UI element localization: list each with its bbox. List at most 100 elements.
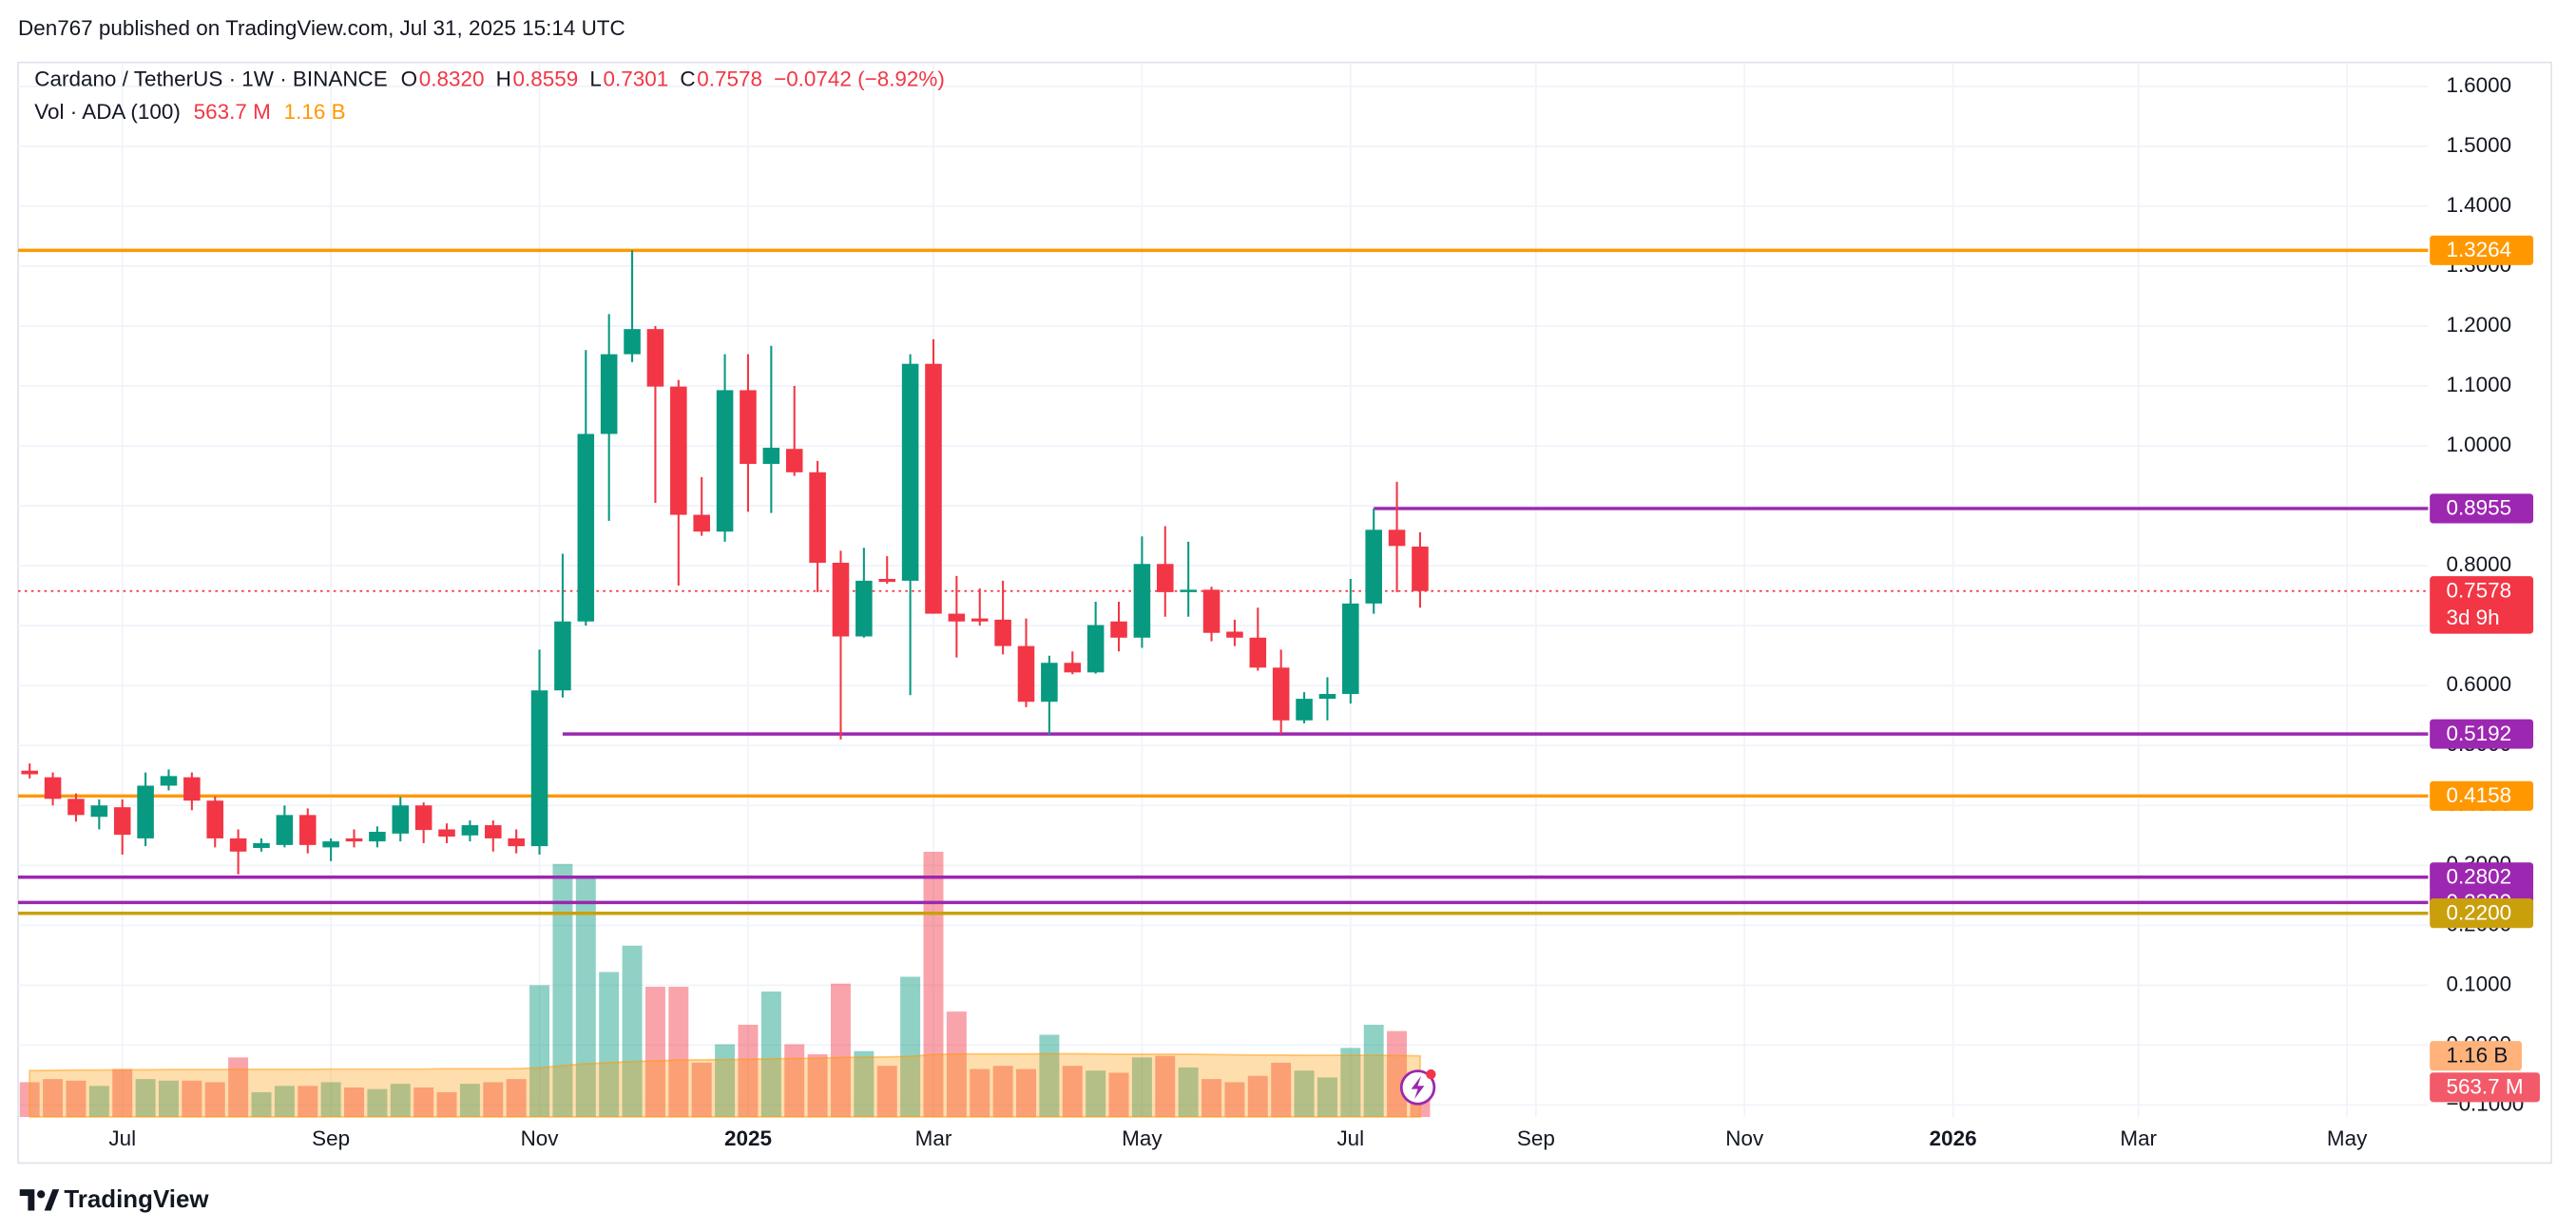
volume-bar (251, 1091, 272, 1118)
x-tick-label: May (1122, 1126, 1163, 1150)
candle-body (554, 621, 571, 691)
candle-body (485, 825, 502, 838)
y-tick-label: 1.0000 (2446, 433, 2511, 456)
volume-bar (298, 1086, 318, 1118)
volume-bar (830, 983, 851, 1118)
volume-bar (599, 972, 620, 1118)
volume-bar (691, 1062, 712, 1118)
candle-body (1180, 589, 1197, 592)
legend-item: C (680, 67, 695, 91)
volume-bar (622, 945, 643, 1118)
candle-body (1202, 589, 1221, 633)
candle-body (229, 837, 247, 852)
x-tick-label: Mar (915, 1126, 952, 1150)
legend-item: 0.8559 (513, 67, 579, 91)
volume-bar (760, 991, 781, 1118)
candle-body (762, 447, 780, 464)
volume-bar (1247, 1075, 1268, 1118)
last-price-badge (2430, 576, 2534, 634)
volume-bar (1016, 1068, 1036, 1118)
volume-bar (854, 1050, 875, 1118)
candle-body (1086, 625, 1105, 673)
candle-body (646, 329, 664, 387)
candle-body (1133, 564, 1151, 638)
legend-item: L (589, 67, 602, 91)
x-tick-label: Jul (1336, 1126, 1364, 1150)
candle-body (1041, 663, 1058, 703)
candle-body (1157, 564, 1174, 592)
candle-body (577, 433, 595, 622)
candle-body (670, 386, 687, 515)
x-tick-label: Nov (521, 1126, 560, 1150)
volume-bar (344, 1087, 364, 1118)
volume-bar (228, 1057, 249, 1118)
candle-body (345, 837, 363, 842)
x-tick-label: May (2327, 1126, 2368, 1150)
candle-body (740, 390, 757, 464)
volume-bar (367, 1088, 388, 1118)
candles (21, 250, 1429, 875)
volume-bar (668, 987, 689, 1118)
volume-bar (1340, 1048, 1361, 1118)
volume-bar (970, 1068, 990, 1118)
volume-bar (1039, 1034, 1060, 1118)
y-tick-label: 1.6000 (2446, 73, 2511, 97)
y-tick-label: 0.1000 (2446, 972, 2511, 995)
level-badge-label: 0.5192 (2446, 722, 2511, 745)
volume-ma-label: 1.16 B (2446, 1043, 2508, 1067)
footer-brand: TradingView (64, 1186, 209, 1213)
candle-body (369, 832, 386, 842)
candle-body (206, 800, 224, 838)
candle-body (67, 799, 85, 816)
candle-body (1365, 529, 1382, 604)
x-tick-label: Sep (1517, 1126, 1555, 1150)
candle-body (948, 613, 966, 622)
volume-bar (112, 1068, 133, 1118)
candle-body (1017, 645, 1035, 703)
candle-body (925, 363, 942, 614)
volume-bar (483, 1082, 504, 1118)
icon-dot (1426, 1068, 1436, 1080)
volume-label: 563.7 M (2446, 1075, 2523, 1099)
candle-body (785, 449, 803, 472)
attribution: Den767 published on TradingView.com, Jul… (18, 16, 625, 40)
logo-dot (37, 1190, 46, 1199)
volume-bar (88, 1086, 109, 1118)
legend-item: −0.0742 (−8.92%) (774, 67, 945, 91)
volume-bar (575, 877, 596, 1118)
volume-bar (1387, 1030, 1408, 1118)
legend-line: Cardano / TetherUS · 1W · BINANCE O 0.8320… (34, 67, 945, 91)
volume-bar (1317, 1077, 1337, 1118)
volume-bar (1086, 1070, 1106, 1118)
price-axis: −0.10000.00000.10000.20000.30000.40000.5… (2430, 73, 2540, 1115)
legend-item: 0.7301 (604, 67, 669, 91)
level-badge-label: 0.4158 (2446, 783, 2511, 807)
volume-bar (320, 1082, 341, 1118)
candle-body (901, 363, 919, 581)
volume-bar (1131, 1057, 1152, 1118)
candle-body (1064, 663, 1082, 673)
legend-item: Vol · ADA (100) (34, 100, 181, 124)
volume-bar (644, 987, 665, 1118)
legend-item: 0.7578 (697, 67, 762, 91)
level-badge-label: 0.8955 (2446, 496, 2511, 520)
x-tick-label: 2026 (1930, 1126, 1977, 1150)
volume-bar (529, 985, 550, 1118)
volume-bar (459, 1084, 480, 1118)
legend-item: 0.8320 (419, 67, 485, 91)
volume-legend-line: Vol · ADA (100) 563.7 M 1.16 B (34, 100, 345, 124)
candle-body (1272, 667, 1290, 721)
candle-body (1342, 603, 1359, 695)
candle-body (971, 618, 989, 622)
volume-bar (738, 1024, 759, 1118)
candle-body (716, 390, 734, 532)
candle-body (276, 815, 294, 845)
volume-badge (2430, 1072, 2540, 1103)
legend-item: H (496, 67, 511, 91)
candle-body (253, 842, 270, 849)
candle-body (1296, 699, 1313, 721)
last-price-label: 0.7578 (2446, 579, 2511, 603)
countdown-label: 3d 9h (2446, 606, 2499, 629)
